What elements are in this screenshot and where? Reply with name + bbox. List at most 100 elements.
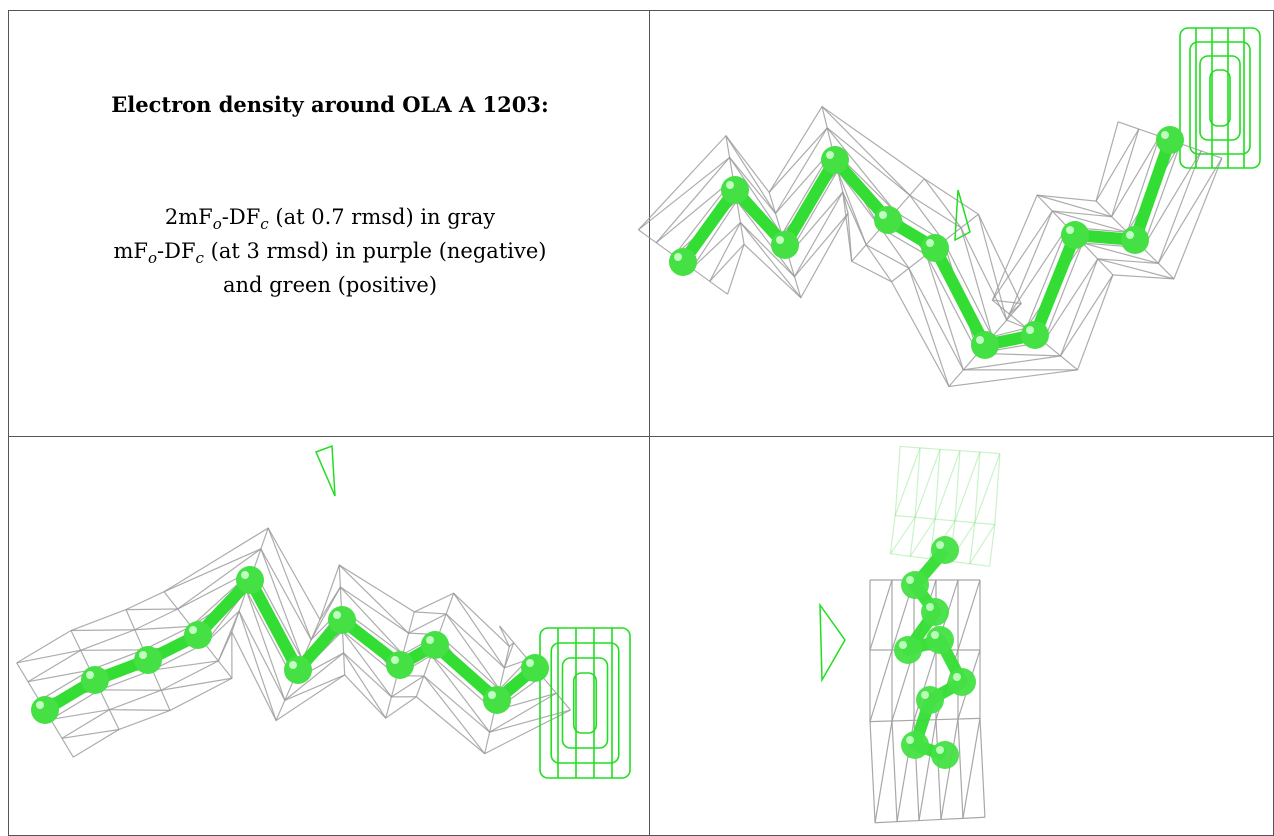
mesh-line bbox=[109, 710, 170, 711]
mesh-line bbox=[710, 244, 744, 281]
atom bbox=[1021, 321, 1049, 349]
legend-line: and green (positive) bbox=[223, 273, 437, 297]
atom-highlight bbox=[776, 236, 784, 244]
title: Electron density around OLA A 1203: bbox=[111, 92, 548, 117]
mesh-line bbox=[1007, 320, 1027, 328]
atom-highlight bbox=[526, 659, 534, 667]
atom bbox=[874, 206, 902, 234]
atom bbox=[81, 666, 109, 694]
atom-highlight bbox=[906, 576, 914, 584]
atom-highlight bbox=[391, 656, 399, 664]
atom-highlight bbox=[906, 736, 914, 744]
mesh-line bbox=[710, 151, 1201, 370]
atom-highlight bbox=[921, 691, 929, 699]
mesh-line bbox=[970, 452, 980, 564]
atom-highlight bbox=[36, 701, 44, 709]
mesh-line bbox=[875, 721, 892, 823]
subscript: o bbox=[213, 215, 222, 233]
atom-highlight bbox=[86, 671, 94, 679]
atom-highlight bbox=[826, 151, 834, 159]
positive-mesh bbox=[574, 673, 597, 733]
atom bbox=[521, 654, 549, 682]
positive-mesh bbox=[316, 446, 335, 496]
atom bbox=[901, 571, 929, 599]
mesh-line bbox=[910, 448, 920, 556]
positive-mesh bbox=[1180, 28, 1260, 168]
atom bbox=[901, 731, 929, 759]
atom bbox=[328, 606, 356, 634]
atom-highlight bbox=[674, 253, 682, 261]
atom bbox=[31, 696, 59, 724]
text-run: -DF bbox=[222, 205, 261, 229]
positive-mesh bbox=[1210, 70, 1230, 126]
atom-highlight bbox=[241, 571, 249, 579]
atom bbox=[386, 651, 414, 679]
mesh-line bbox=[980, 580, 985, 817]
atom-highlight bbox=[936, 746, 944, 754]
atom-highlight bbox=[426, 636, 434, 644]
atom-highlight bbox=[926, 603, 934, 611]
atom bbox=[916, 686, 944, 714]
atom-highlight bbox=[879, 211, 887, 219]
atom bbox=[1156, 126, 1184, 154]
mesh-line bbox=[941, 719, 958, 819]
mesh-line bbox=[892, 580, 897, 822]
positive-mesh bbox=[551, 643, 619, 763]
positive-mesh bbox=[1190, 42, 1250, 154]
mesh-line bbox=[890, 446, 900, 553]
mesh-line bbox=[454, 593, 505, 668]
atom-highlight bbox=[936, 541, 944, 549]
atom-highlight bbox=[189, 626, 197, 634]
atom-highlight bbox=[1161, 131, 1169, 139]
atom-highlight bbox=[953, 673, 961, 681]
atom bbox=[284, 656, 312, 684]
text-run: 2mF bbox=[165, 205, 213, 229]
atom-highlight bbox=[931, 631, 939, 639]
atom bbox=[921, 234, 949, 262]
atom bbox=[134, 646, 162, 674]
atom bbox=[921, 598, 949, 626]
mesh-line bbox=[990, 454, 1000, 567]
atom bbox=[721, 176, 749, 204]
atom-highlight bbox=[289, 661, 297, 669]
text-run: (at 0.7 rmsd) in gray bbox=[269, 205, 496, 229]
mesh-line bbox=[900, 446, 1000, 453]
atom bbox=[931, 536, 959, 564]
atom bbox=[948, 668, 976, 696]
text-run: and green (positive) bbox=[223, 273, 437, 297]
atom-highlight bbox=[1066, 226, 1074, 234]
mesh-line bbox=[958, 580, 963, 818]
mesh-line bbox=[414, 612, 446, 614]
atom bbox=[821, 146, 849, 174]
mesh-line bbox=[895, 515, 995, 524]
atom bbox=[236, 566, 264, 594]
text-run: -DF bbox=[157, 239, 196, 263]
mesh-line bbox=[870, 650, 892, 722]
mesh-line bbox=[135, 626, 191, 629]
mesh-line bbox=[71, 630, 135, 631]
atom-highlight bbox=[976, 336, 984, 344]
mesh-line bbox=[62, 729, 119, 738]
mesh-line bbox=[870, 580, 892, 650]
mesh-line bbox=[866, 245, 891, 282]
mesh-line bbox=[870, 580, 875, 823]
atom bbox=[894, 636, 922, 664]
atom bbox=[184, 621, 212, 649]
atom-highlight bbox=[1026, 326, 1034, 334]
positive-mesh bbox=[563, 658, 608, 748]
atom bbox=[971, 331, 999, 359]
subscript: o bbox=[148, 249, 157, 267]
legend: 2mFo-DFc (at 0.7 rmsd) in gray mFo-DFc (a… bbox=[114, 205, 547, 297]
positive-mesh bbox=[1200, 56, 1240, 140]
mesh-line bbox=[126, 609, 178, 610]
mesh-line bbox=[218, 632, 231, 661]
atom-highlight bbox=[488, 691, 496, 699]
atom bbox=[1061, 221, 1089, 249]
positive-mesh bbox=[820, 605, 845, 680]
legend-line: mFo-DFc (at 3 rmsd) in purple (negative) bbox=[114, 239, 547, 267]
atom bbox=[1121, 226, 1149, 254]
text-run: mF bbox=[114, 239, 148, 263]
mesh-line bbox=[963, 718, 980, 818]
text-run: (at 3 rmsd) in purple (negative) bbox=[204, 239, 547, 263]
legend-line: 2mFo-DFc (at 0.7 rmsd) in gray bbox=[165, 205, 495, 233]
